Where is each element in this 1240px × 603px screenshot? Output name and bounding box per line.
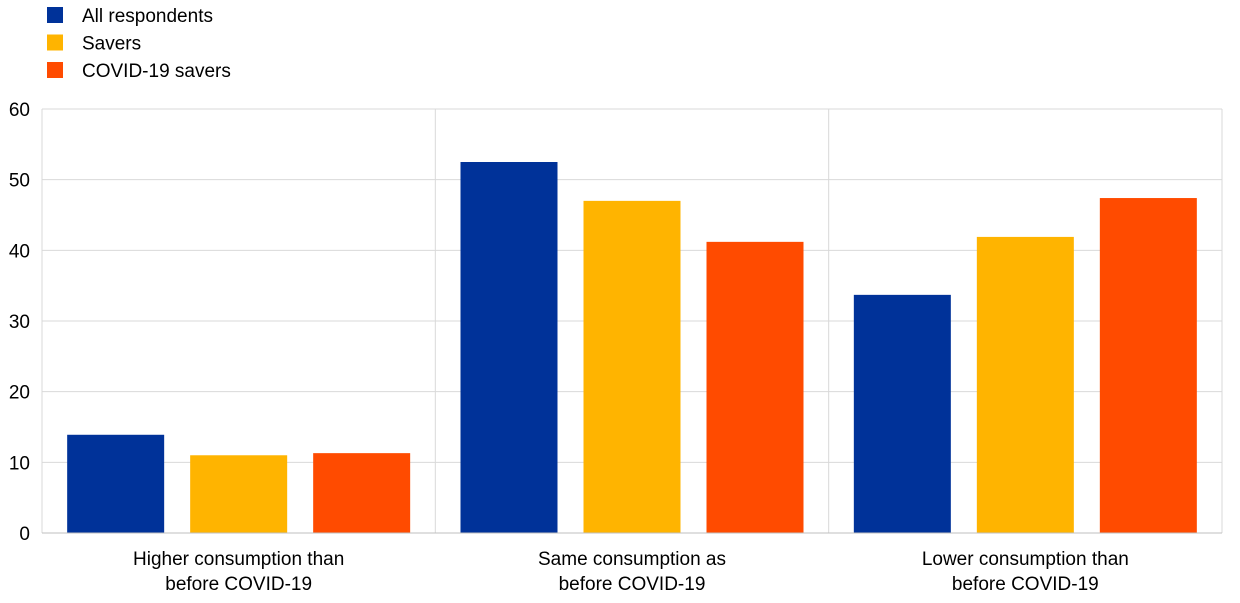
legend-swatch <box>47 62 63 78</box>
legend-swatch <box>47 34 63 51</box>
bars <box>67 162 1197 534</box>
x-tick-label: Same consumption as <box>538 549 726 570</box>
legend-label: All respondents <box>82 6 213 27</box>
y-tick-label: 0 <box>19 524 30 545</box>
legend-swatch <box>47 7 63 23</box>
bar <box>460 162 558 533</box>
x-tick-label: before COVID-19 <box>559 574 706 595</box>
bar <box>67 434 165 533</box>
bar <box>1099 198 1197 534</box>
y-tick-label: 50 <box>9 171 30 192</box>
y-tick-label: 10 <box>9 453 30 474</box>
legend-label: Savers <box>82 34 141 55</box>
y-axis: 0 10 20 30 40 50 60 <box>9 100 30 545</box>
x-tick-label: before COVID-19 <box>952 574 1099 595</box>
legend: All respondents Savers COVID-19 savers <box>47 6 231 82</box>
bar <box>313 453 411 533</box>
legend-label: COVID-19 savers <box>82 61 231 82</box>
bar <box>853 294 951 533</box>
x-tick-label: before COVID-19 <box>165 574 312 595</box>
y-tick-label: 20 <box>9 383 30 404</box>
bar <box>976 236 1074 533</box>
x-axis: Higher consumption than before COVID-19 Sa… <box>42 532 1222 595</box>
y-tick-label: 30 <box>9 312 30 333</box>
bar <box>583 200 681 533</box>
x-tick-label: Lower consumption than <box>922 549 1129 570</box>
bar <box>190 455 288 533</box>
x-tick-label: Higher consumption than <box>133 549 344 570</box>
y-tick-label: 40 <box>9 241 30 262</box>
bar <box>706 241 804 533</box>
y-tick-label: 60 <box>9 100 30 121</box>
